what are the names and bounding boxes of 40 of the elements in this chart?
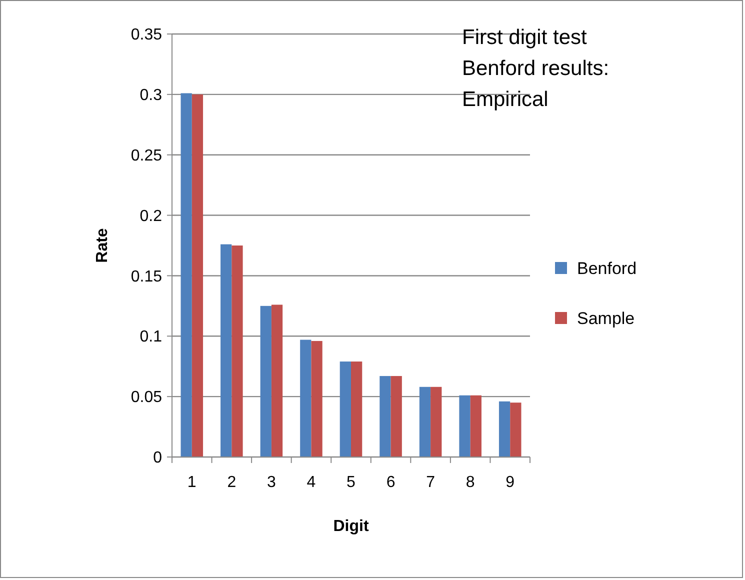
y-tick-label: 0.15 <box>130 268 162 286</box>
bar <box>232 246 243 457</box>
y-tick-label: 0.05 <box>130 389 162 406</box>
text: First digit test Benford results: Empirical <box>462 26 610 111</box>
x-tick-label: 9 <box>506 474 515 491</box>
bar <box>311 340 322 457</box>
x-tick-label: 6 <box>386 474 396 491</box>
bar <box>260 306 272 457</box>
bar <box>430 386 442 457</box>
bar <box>419 386 431 457</box>
x-tick-label: 5 <box>346 474 356 491</box>
bar <box>300 340 312 457</box>
bar <box>192 94 204 457</box>
y-tick-label: 0.2 <box>140 208 162 225</box>
bar <box>510 402 522 457</box>
y-tick-label: 0.35 <box>130 26 162 44</box>
legend-label: Sample <box>577 308 635 328</box>
bar <box>340 362 351 457</box>
bar <box>180 93 192 457</box>
bar <box>351 362 362 457</box>
x-tick-label: 4 <box>306 474 316 491</box>
bar <box>498 401 510 457</box>
y-tick-label: 0.25 <box>130 147 162 164</box>
y-tick-label: 0 <box>153 450 162 467</box>
x-tick-label: 3 <box>266 474 276 491</box>
bar <box>271 304 283 457</box>
y-tick-label: 0.3 <box>140 87 162 104</box>
x-tick-label: 7 <box>426 474 436 491</box>
x-tick-label: 1 <box>187 474 196 491</box>
bar <box>459 395 470 457</box>
bar <box>470 395 482 457</box>
bar <box>220 244 232 457</box>
x-tick-label: 2 <box>227 474 236 491</box>
y-tick-label: 0.1 <box>140 328 162 346</box>
x-tick-label: 8 <box>466 474 475 491</box>
bar <box>390 376 402 457</box>
legend-label: Benford <box>577 258 637 278</box>
x-axis-title: Digit <box>333 518 370 535</box>
bar <box>380 376 391 457</box>
y-axis-title: Rate <box>94 228 111 263</box>
